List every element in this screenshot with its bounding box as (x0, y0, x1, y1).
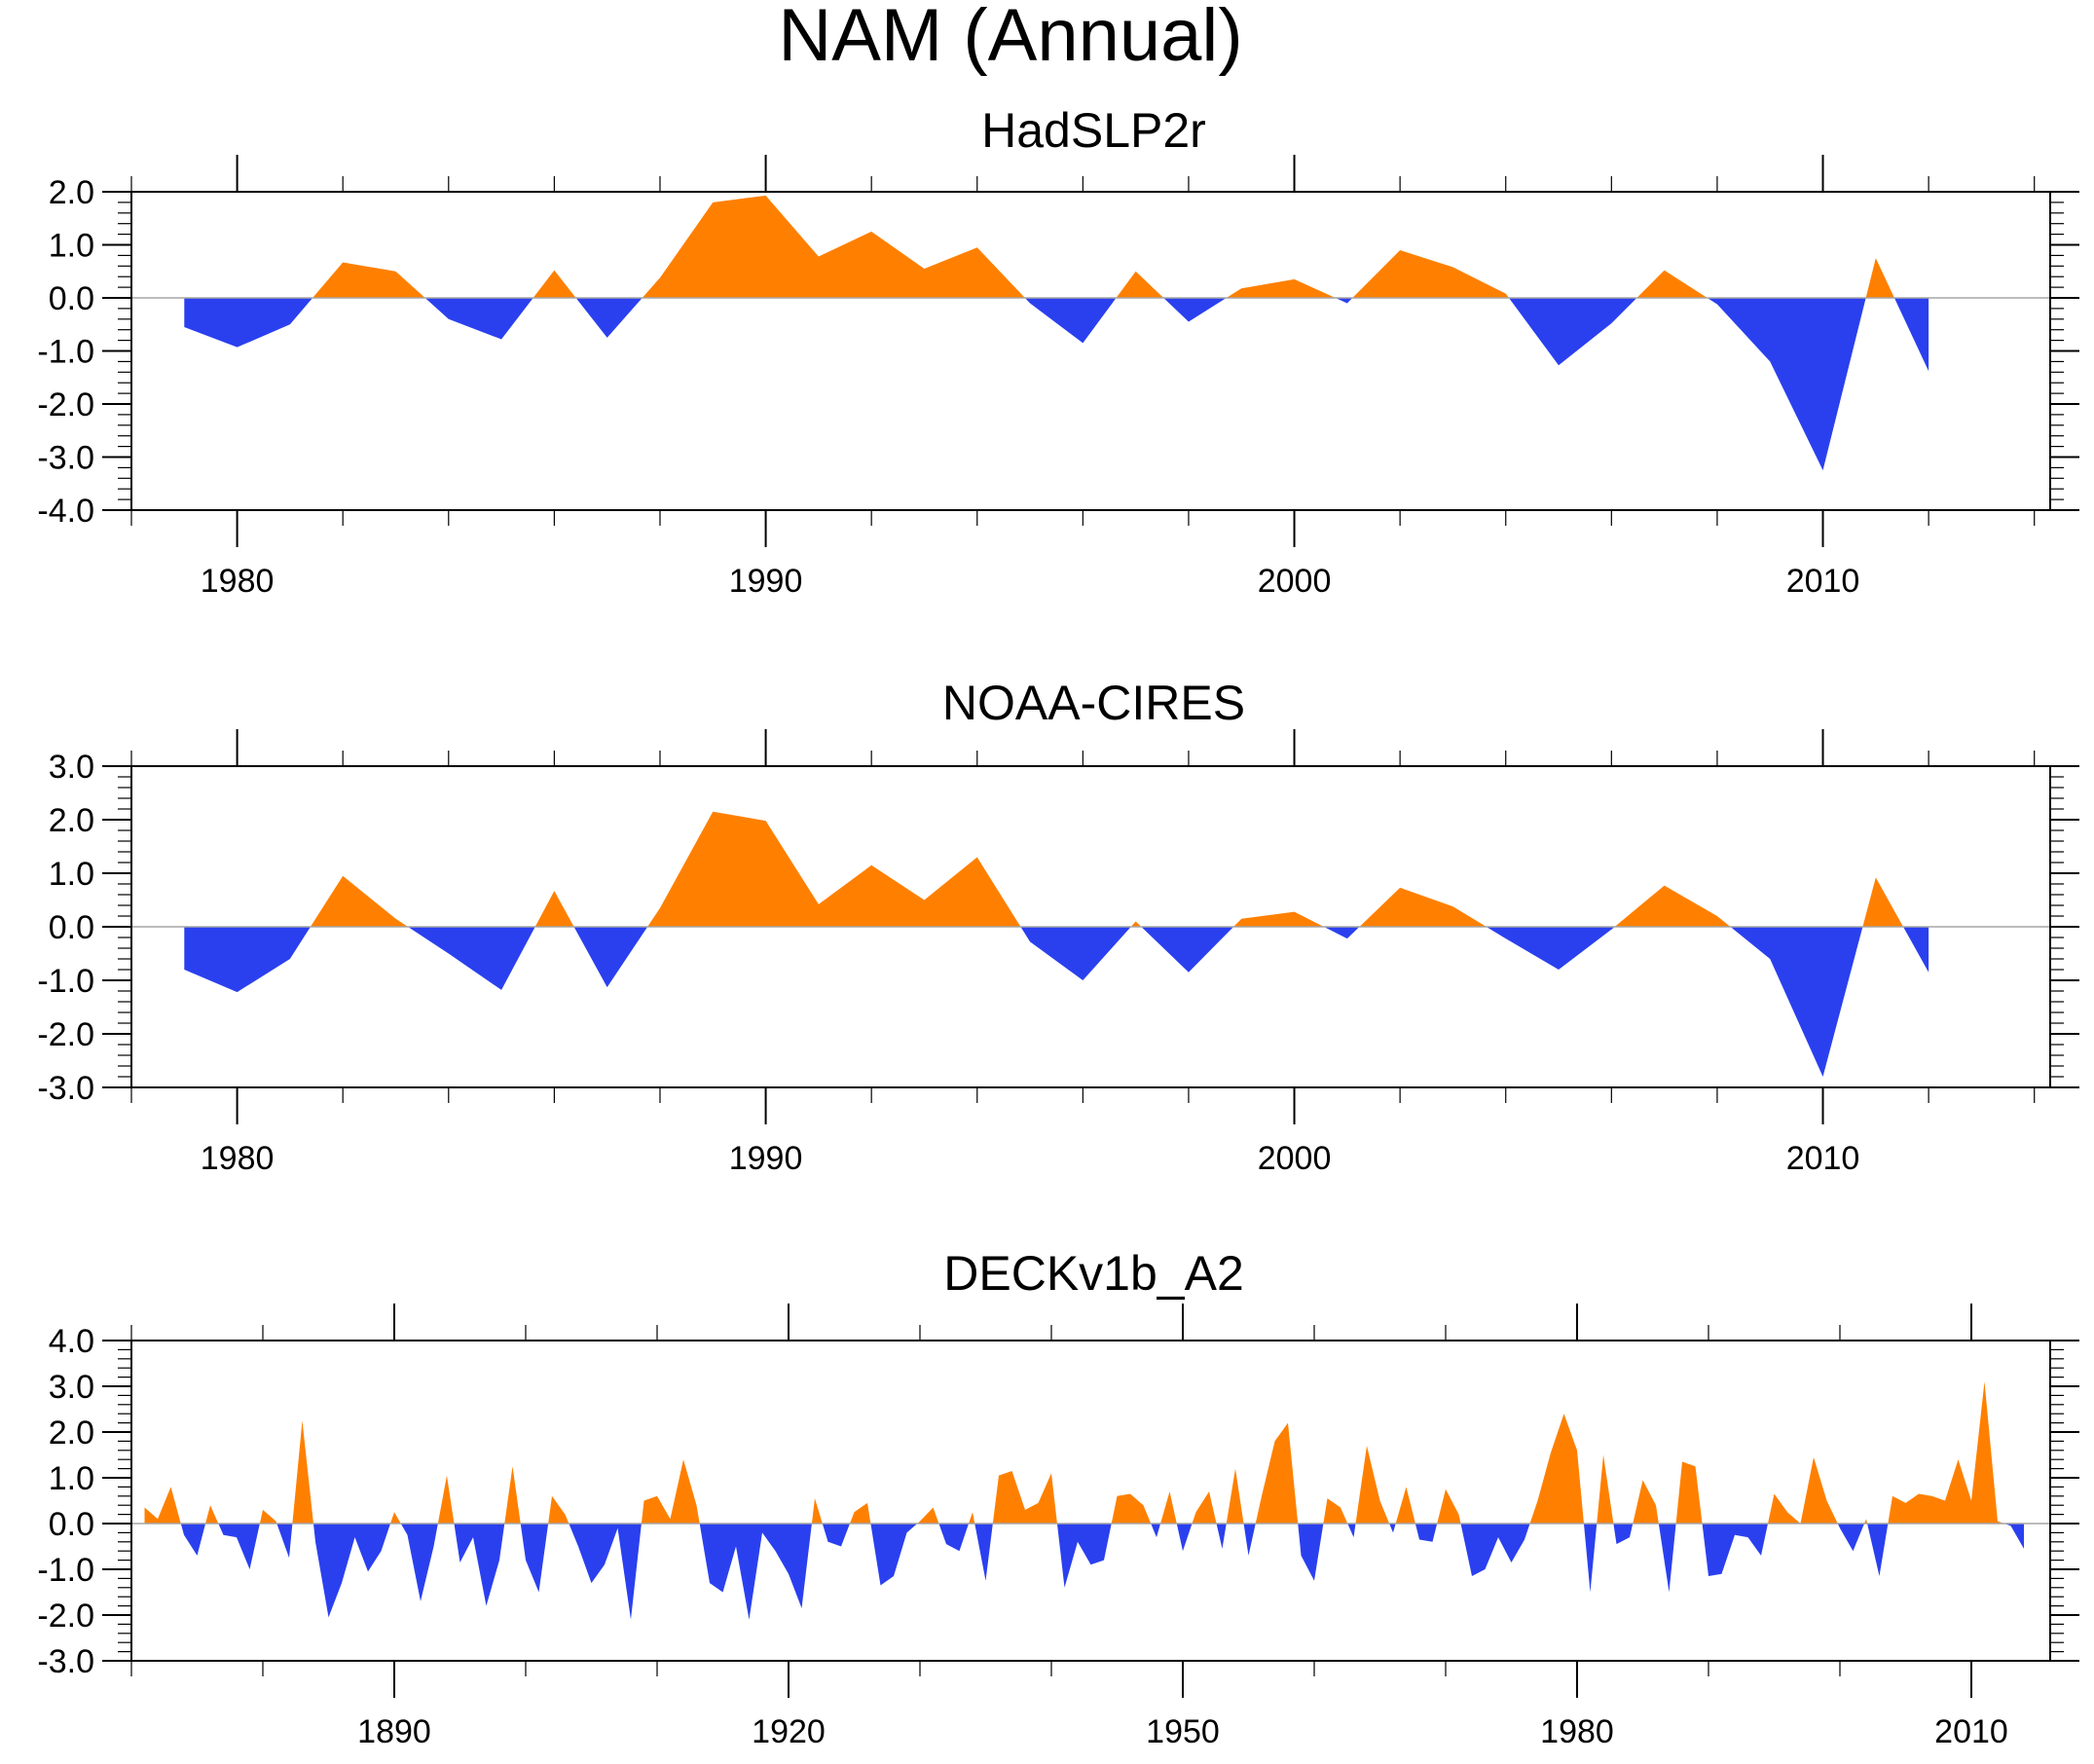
y-tick-label: -2.0 (37, 386, 94, 423)
positive-area (312, 195, 1894, 298)
figure-title: NAM (Annual) (778, 0, 1242, 77)
x-tick-label: 1980 (1540, 1713, 1614, 1750)
y-tick-label: -3.0 (37, 440, 94, 477)
y-tick-label: 2.0 (49, 802, 94, 839)
y-tick-label: 4.0 (49, 1323, 94, 1360)
y-tick-label: 0.0 (49, 909, 94, 946)
positive-area (144, 1381, 2004, 1524)
x-tick-label: 1980 (201, 563, 275, 600)
y-tick-label: -2.0 (37, 1016, 94, 1053)
y-tick-label: -3.0 (37, 1643, 94, 1680)
y-tick-label: -3.0 (37, 1070, 94, 1107)
x-tick-label: 2010 (1934, 1713, 2008, 1750)
y-tick-label: 2.0 (49, 174, 94, 211)
y-tick-label: 3.0 (49, 749, 94, 786)
y-tick-label: 0.0 (49, 1506, 94, 1543)
negative-area (184, 927, 1929, 1077)
panel-hadslp2r: HadSLP2r 2.0 1.0 0.0 -1.0 -2.0 -3.0 -4.0 1980 199… (37, 103, 2079, 600)
x-tick-label: 2010 (1786, 563, 1860, 600)
y-tick-label: 1.0 (49, 856, 94, 893)
negative-area (180, 1524, 2024, 1620)
x-tick-label: 1990 (729, 563, 803, 600)
plot-frame (130, 1340, 2051, 1662)
panel-title: HadSLP2r (981, 103, 1206, 158)
x-tick-label: 1890 (357, 1713, 431, 1750)
negative-area (184, 298, 1929, 471)
panel-title: DECKv1b_A2 (943, 1246, 1244, 1301)
panel-title: NOAA-CIRES (942, 676, 1245, 730)
x-tick-label: 1980 (201, 1140, 275, 1177)
x-tick-label: 2010 (1786, 1140, 1860, 1177)
panel-noaa-cires: NOAA-CIRES 3.0 2.0 1.0 0.0 -1.0 -2.0 -3.0 1980 19… (37, 676, 2079, 1177)
y-tick-label: -4.0 (37, 493, 94, 530)
y-tick-label: 0.0 (49, 280, 94, 317)
x-tick-label: 2000 (1258, 1140, 1332, 1177)
y-tick-label: -2.0 (37, 1598, 94, 1635)
y-tick-label: 1.0 (49, 1460, 94, 1497)
panel-deckv1b-a2: DECKv1b_A2 4.0 3.0 2.0 1.0 0.0 -1.0 -2.0 -3.0 189… (37, 1246, 2079, 1750)
x-tick-label: 2000 (1258, 563, 1332, 600)
y-tick-label: 3.0 (49, 1369, 94, 1406)
y-tick-label: 1.0 (49, 228, 94, 265)
y-tick-label: 2.0 (49, 1415, 94, 1452)
y-tick-label: -1.0 (37, 334, 94, 371)
x-tick-label: 1950 (1146, 1713, 1220, 1750)
x-tick-label: 1920 (752, 1713, 826, 1750)
y-tick-label: -1.0 (37, 963, 94, 1000)
y-tick-label: -1.0 (37, 1552, 94, 1589)
x-tick-label: 1990 (729, 1140, 803, 1177)
positive-area (310, 811, 1904, 927)
